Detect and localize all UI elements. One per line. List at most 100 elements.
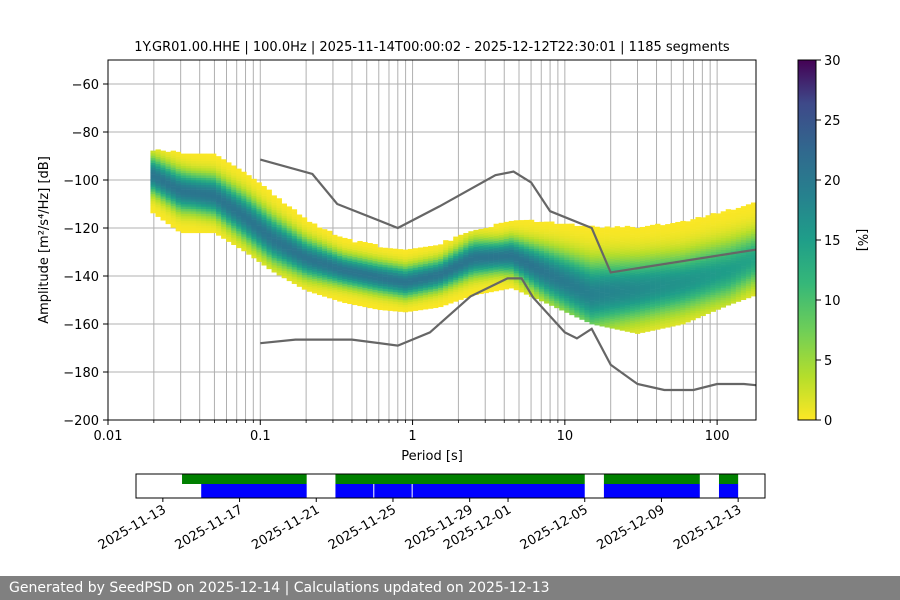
density-cell: [614, 252, 621, 256]
density-cell: [685, 264, 691, 268]
density-cell: [256, 216, 262, 219]
density-cell: [392, 301, 399, 305]
density-cell: [332, 278, 338, 281]
density-cell: [750, 233, 756, 237]
density-cell: [463, 288, 469, 291]
density-cell: [407, 248, 414, 252]
density-cell: [604, 255, 610, 258]
density-cell: [750, 272, 756, 275]
density-cell: [579, 283, 585, 287]
density-cell: [685, 288, 691, 292]
colorbar-label: [%]: [854, 229, 869, 252]
density-cell: [508, 268, 515, 272]
density-cell: [624, 254, 631, 258]
density-cell: [503, 224, 510, 227]
density-cell: [221, 178, 227, 182]
density-cell: [750, 276, 756, 280]
density-cell: [644, 271, 651, 275]
density-cell: [614, 226, 621, 229]
density-cell: [190, 175, 197, 178]
density-cell: [680, 273, 686, 277]
density-cell: [211, 189, 217, 193]
density-cell: [695, 281, 701, 285]
density-cell: [665, 260, 671, 263]
density-cell: [639, 226, 646, 230]
density-cell: [412, 289, 419, 292]
density-cell: [533, 226, 540, 230]
density-cell: [417, 307, 424, 311]
density-cell: [599, 273, 605, 277]
density-cell: [195, 184, 202, 188]
density-cell: [266, 264, 272, 267]
density-cell: [251, 207, 257, 211]
density-cell: [165, 183, 171, 186]
density-cell: [407, 268, 414, 271]
density-cell: [261, 200, 267, 204]
density-cell: [544, 293, 550, 297]
density-cell: [311, 269, 318, 272]
density-cell: [579, 317, 585, 320]
density-cell: [508, 285, 515, 289]
density-cell: [629, 238, 636, 242]
density-cell: [589, 300, 595, 303]
density-cell: [528, 270, 535, 273]
density-cell: [518, 246, 525, 250]
density-cell: [488, 231, 494, 235]
density-cell: [644, 283, 651, 287]
density-cell: [246, 239, 252, 243]
density-cell: [508, 225, 515, 229]
density-cell: [150, 169, 156, 173]
density-cell: [160, 179, 166, 183]
density-cell: [503, 260, 510, 263]
density-cell: [150, 174, 156, 178]
density-cell: [624, 321, 631, 325]
density-cell: [680, 283, 686, 287]
density-cell: [609, 275, 616, 279]
density-cell: [170, 191, 176, 195]
density-cell: [402, 268, 409, 272]
density-cell: [231, 232, 237, 236]
density-cell: [498, 246, 504, 250]
density-cell: [296, 279, 303, 283]
density-cell: [397, 273, 404, 276]
density-cell: [352, 244, 358, 248]
density-cell: [655, 257, 661, 261]
density-cell: [513, 251, 520, 255]
density-cell: [256, 206, 262, 210]
density-cell: [725, 213, 732, 217]
density-cell: [478, 240, 484, 244]
density-cell: [306, 233, 313, 237]
density-cell: [639, 272, 646, 276]
density-cell: [720, 300, 727, 303]
density-cell: [427, 255, 434, 259]
density-cell: [382, 283, 388, 287]
density-cell: [660, 325, 666, 329]
density-cell: [190, 223, 197, 226]
density-cell: [634, 290, 641, 294]
density-cell: [473, 273, 479, 276]
density-cell: [705, 272, 711, 276]
density-cell: [382, 259, 388, 263]
density-cell: [367, 279, 373, 282]
density-cell: [327, 240, 333, 244]
density-cell: [296, 221, 303, 225]
density-cell: [579, 242, 585, 246]
density-cell: [639, 303, 646, 307]
density-cell: [624, 309, 631, 313]
density-cell: [498, 251, 504, 255]
density-cell: [725, 211, 732, 215]
density-cell: [433, 283, 439, 287]
density-cell: [549, 271, 555, 275]
density-cell: [402, 266, 409, 270]
density-cell: [195, 223, 202, 226]
density-cell: [150, 196, 156, 199]
density-cell: [216, 196, 222, 200]
density-cell: [367, 264, 373, 268]
density-cell: [488, 243, 494, 247]
density-cell: [332, 275, 338, 279]
density-cell: [200, 223, 207, 226]
density-cell: [518, 236, 525, 240]
density-cell: [216, 208, 222, 212]
density-cell: [634, 244, 641, 248]
density-cell: [165, 180, 171, 184]
